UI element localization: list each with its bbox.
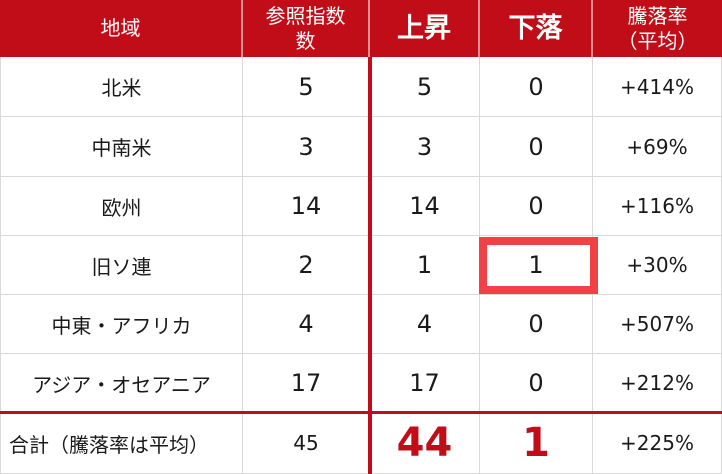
cell-latin-america-up: 3 — [370, 117, 480, 177]
cell-latin-america-region: 中南米 — [0, 117, 243, 177]
cell-asia-oceania-down: 0 — [480, 354, 593, 413]
cell-latin-america-change: +69% — [593, 117, 722, 177]
cell-europe-down: 0 — [480, 177, 593, 236]
cell-former-soviet-down: 1 — [480, 236, 593, 295]
header-change: 騰落率 （平均） — [593, 0, 722, 57]
header-up: 上昇 — [370, 0, 480, 57]
cell-middle-east-africa-up: 4 — [370, 295, 480, 354]
cell-europe-ref-count: 14 — [243, 177, 370, 236]
cell-north-america-region: 北米 — [0, 57, 243, 117]
cell-asia-oceania-ref-count: 17 — [243, 354, 370, 413]
cell-middle-east-africa-down: 0 — [480, 295, 593, 354]
up-column-red-divider — [368, 57, 372, 474]
cell-latin-america-down: 0 — [480, 117, 593, 177]
down-cell-highlight-box — [479, 237, 598, 294]
total-row-red-divider — [0, 411, 722, 414]
cell-asia-oceania-up: 17 — [370, 354, 480, 413]
cell-total-change: +225% — [593, 413, 722, 474]
cell-total-down: 1 — [480, 413, 593, 474]
header-up-label: 上昇 — [397, 12, 451, 44]
header-down: 下落 — [480, 0, 593, 57]
cell-middle-east-africa-change: +507% — [593, 295, 722, 354]
cell-former-soviet-ref-count: 2 — [243, 236, 370, 295]
cell-total-label: 合計（騰落率は平均） — [0, 413, 243, 474]
cell-total-up: 44 — [370, 413, 480, 474]
header-region: 地域 — [0, 0, 243, 57]
cell-latin-america-ref-count: 3 — [243, 117, 370, 177]
header-region-label: 地域 — [100, 16, 141, 40]
header-change-label: 騰落率 （平均） — [617, 3, 698, 53]
header-down-label: 下落 — [508, 12, 563, 44]
header-ref-count-label: 参照指数数 — [265, 3, 346, 53]
cell-asia-oceania-region: アジア・オセアニア — [0, 354, 243, 413]
cell-europe-change: +116% — [593, 177, 722, 236]
cell-north-america-change: +414% — [593, 57, 722, 117]
cell-former-soviet-region: 旧ソ連 — [0, 236, 243, 295]
cell-north-america-up: 5 — [370, 57, 480, 117]
header-ref-count: 参照指数数 — [243, 0, 370, 57]
cell-asia-oceania-change: +212% — [593, 354, 722, 413]
cell-north-america-ref-count: 5 — [243, 57, 370, 117]
cell-former-soviet-up: 1 — [370, 236, 480, 295]
cell-total-ref-count: 45 — [243, 413, 370, 474]
cell-middle-east-africa-ref-count: 4 — [243, 295, 370, 354]
cell-europe-up: 14 — [370, 177, 480, 236]
cell-former-soviet-change: +30% — [593, 236, 722, 295]
cell-europe-region: 欧州 — [0, 177, 243, 236]
cell-middle-east-africa-region: 中東・アフリカ — [0, 295, 243, 354]
cell-north-america-down: 0 — [480, 57, 593, 117]
